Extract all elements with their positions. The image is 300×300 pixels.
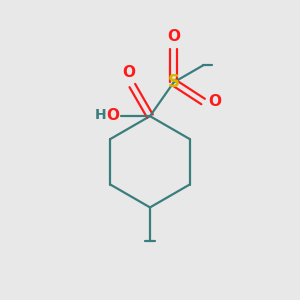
Text: O: O (167, 29, 180, 44)
Text: O: O (208, 94, 221, 109)
Text: S: S (168, 74, 180, 92)
Text: H: H (95, 108, 106, 122)
Text: O: O (106, 108, 119, 123)
Text: O: O (122, 65, 135, 80)
